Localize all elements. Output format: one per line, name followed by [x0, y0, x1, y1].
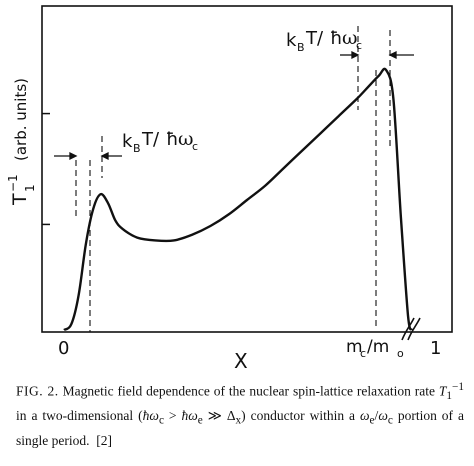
caption-text-3: conductor within a [250, 408, 356, 424]
plot-frame [41, 5, 453, 333]
series-line [63, 67, 413, 332]
caption-text-4: portion of a single period. [16, 408, 464, 448]
chart: T −1 1 (arb. units) 0 m c /m o 1 X k B T… [6, 5, 453, 372]
annotation-left: k B T/ ħ ω c [122, 128, 198, 155]
x-tick-0: 0 [58, 338, 69, 359]
y-axis-label: T −1 1 (arb. units) [6, 78, 37, 206]
svg-text:ω: ω [178, 128, 194, 150]
svg-text:/m: /m [367, 337, 389, 357]
arrow-head-right-1 [351, 50, 360, 60]
width-arrows [54, 50, 414, 161]
svg-text:k: k [122, 131, 133, 152]
arrow-head-left-2 [100, 151, 109, 161]
x-tick-mcmo: m c /m o [346, 337, 404, 360]
svg-text:ω: ω [342, 27, 358, 49]
ylabel-unit: (arb. units) [12, 78, 30, 161]
arrow-head-right-2 [388, 50, 397, 60]
caption-text-1: Magnetic field dependence of the nuclear… [62, 383, 435, 399]
svg-text:c: c [192, 140, 198, 153]
svg-text:ħ: ħ [166, 129, 179, 150]
caption-label: FIG. 2. [16, 383, 59, 399]
svg-text:T/: T/ [141, 129, 160, 150]
ylabel-sup: −1 [6, 174, 20, 192]
x-tick-1: 1 [430, 338, 441, 359]
x-axis-label: X [234, 349, 248, 372]
svg-text:m: m [346, 337, 363, 357]
svg-text:ħ: ħ [330, 28, 343, 49]
figure-caption: FIG. 2. Magnetic field dependence of the… [16, 381, 465, 448]
svg-text:o: o [397, 347, 404, 360]
svg-text:B: B [297, 41, 305, 54]
svg-text:B: B [133, 142, 141, 155]
axis-break-mark [401, 317, 421, 341]
y-ticks [42, 112, 50, 226]
caption-text-2: in a two-dimensional [16, 408, 134, 424]
ylabel-T: T [9, 193, 31, 206]
annotation-right: k B T/ ħ ω c [286, 27, 362, 54]
ylabel-sub: 1 [23, 184, 37, 192]
svg-text:k: k [286, 30, 297, 51]
arrow-head-left-1 [69, 151, 78, 161]
svg-text:T/: T/ [305, 28, 324, 49]
caption-ref: [2] [96, 432, 112, 448]
dashed-guides [75, 26, 391, 332]
svg-text:c: c [356, 39, 362, 52]
svg-text:c: c [360, 347, 366, 360]
